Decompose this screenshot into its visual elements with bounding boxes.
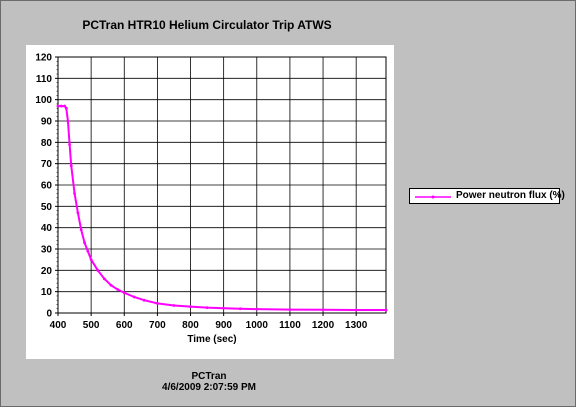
data-point xyxy=(86,249,90,253)
data-point xyxy=(76,211,80,215)
data-point xyxy=(205,306,209,310)
data-point xyxy=(63,104,67,108)
data-point xyxy=(64,106,68,110)
x-tick-label: 900 xyxy=(215,320,232,331)
data-point xyxy=(69,164,73,168)
data-point xyxy=(102,277,106,281)
data-point xyxy=(132,295,136,299)
y-tick-label: 110 xyxy=(36,74,53,85)
data-point xyxy=(122,291,126,295)
data-point xyxy=(73,192,76,195)
data-point xyxy=(288,308,292,311)
x-axis-label: Time (sec) xyxy=(187,334,236,345)
y-tick-label: 80 xyxy=(41,138,53,149)
data-point xyxy=(384,308,388,312)
data-point xyxy=(172,304,176,307)
chart-title: PCTran HTR10 Helium Circulator Trip ATWS xyxy=(82,18,332,32)
data-point xyxy=(68,143,71,146)
legend: Power neutron flux (%) xyxy=(409,188,565,204)
x-tick-label: 1300 xyxy=(345,320,368,331)
data-point xyxy=(321,308,325,312)
y-tick-label: 90 xyxy=(41,117,53,128)
data-point xyxy=(59,104,63,108)
data-point xyxy=(56,104,60,108)
y-tick-label: 100 xyxy=(35,95,52,106)
y-tick-label: 40 xyxy=(41,223,53,234)
data-point xyxy=(83,241,86,245)
chart-plot: 0 10 20 30 40 50 60 70 80 90 100 110 120 400 500 600 700… xyxy=(35,53,388,345)
y-tick-label: 30 xyxy=(41,245,53,256)
data-point xyxy=(96,268,100,272)
y-tick-label: 60 xyxy=(41,181,53,192)
x-tick-label: 1200 xyxy=(312,320,335,331)
data-point xyxy=(109,283,113,287)
x-tick-label: 800 xyxy=(182,320,199,331)
data-point xyxy=(89,258,93,262)
data-point xyxy=(354,308,358,312)
x-tick-label: 1000 xyxy=(246,320,269,331)
data-point xyxy=(189,305,192,308)
x-tick-label: 1100 xyxy=(279,320,301,331)
y-tick-label: 50 xyxy=(41,202,53,213)
data-point xyxy=(255,307,259,311)
x-tick-label: 600 xyxy=(116,320,133,331)
series-line xyxy=(58,105,386,312)
y-tick-label: 0 xyxy=(46,309,52,320)
x-tick-label: 500 xyxy=(83,320,100,331)
footer-source: PCTran xyxy=(191,371,227,382)
data-point xyxy=(238,307,242,311)
x-tick-label: 700 xyxy=(149,320,166,331)
data-point xyxy=(142,298,146,302)
y-tick-label: 10 xyxy=(41,287,53,298)
legend-swatch xyxy=(415,195,451,199)
data-point xyxy=(66,119,70,123)
y-tick-label: 70 xyxy=(41,159,53,170)
footer-timestamp: 4/6/2009 2:07:59 PM xyxy=(162,382,256,393)
data-point xyxy=(155,302,159,305)
y-tick-label: 120 xyxy=(35,53,52,64)
data-point xyxy=(222,306,226,310)
plot-panel: 0 10 20 30 40 50 60 70 80 90 100 110 120 400 500 600 700… xyxy=(26,45,394,359)
data-point xyxy=(116,288,120,291)
y-tick-label: 20 xyxy=(41,266,53,277)
legend-label: Power neutron flux (%) xyxy=(456,190,565,201)
x-tick-label: 400 xyxy=(50,320,67,331)
data-point xyxy=(79,228,83,232)
